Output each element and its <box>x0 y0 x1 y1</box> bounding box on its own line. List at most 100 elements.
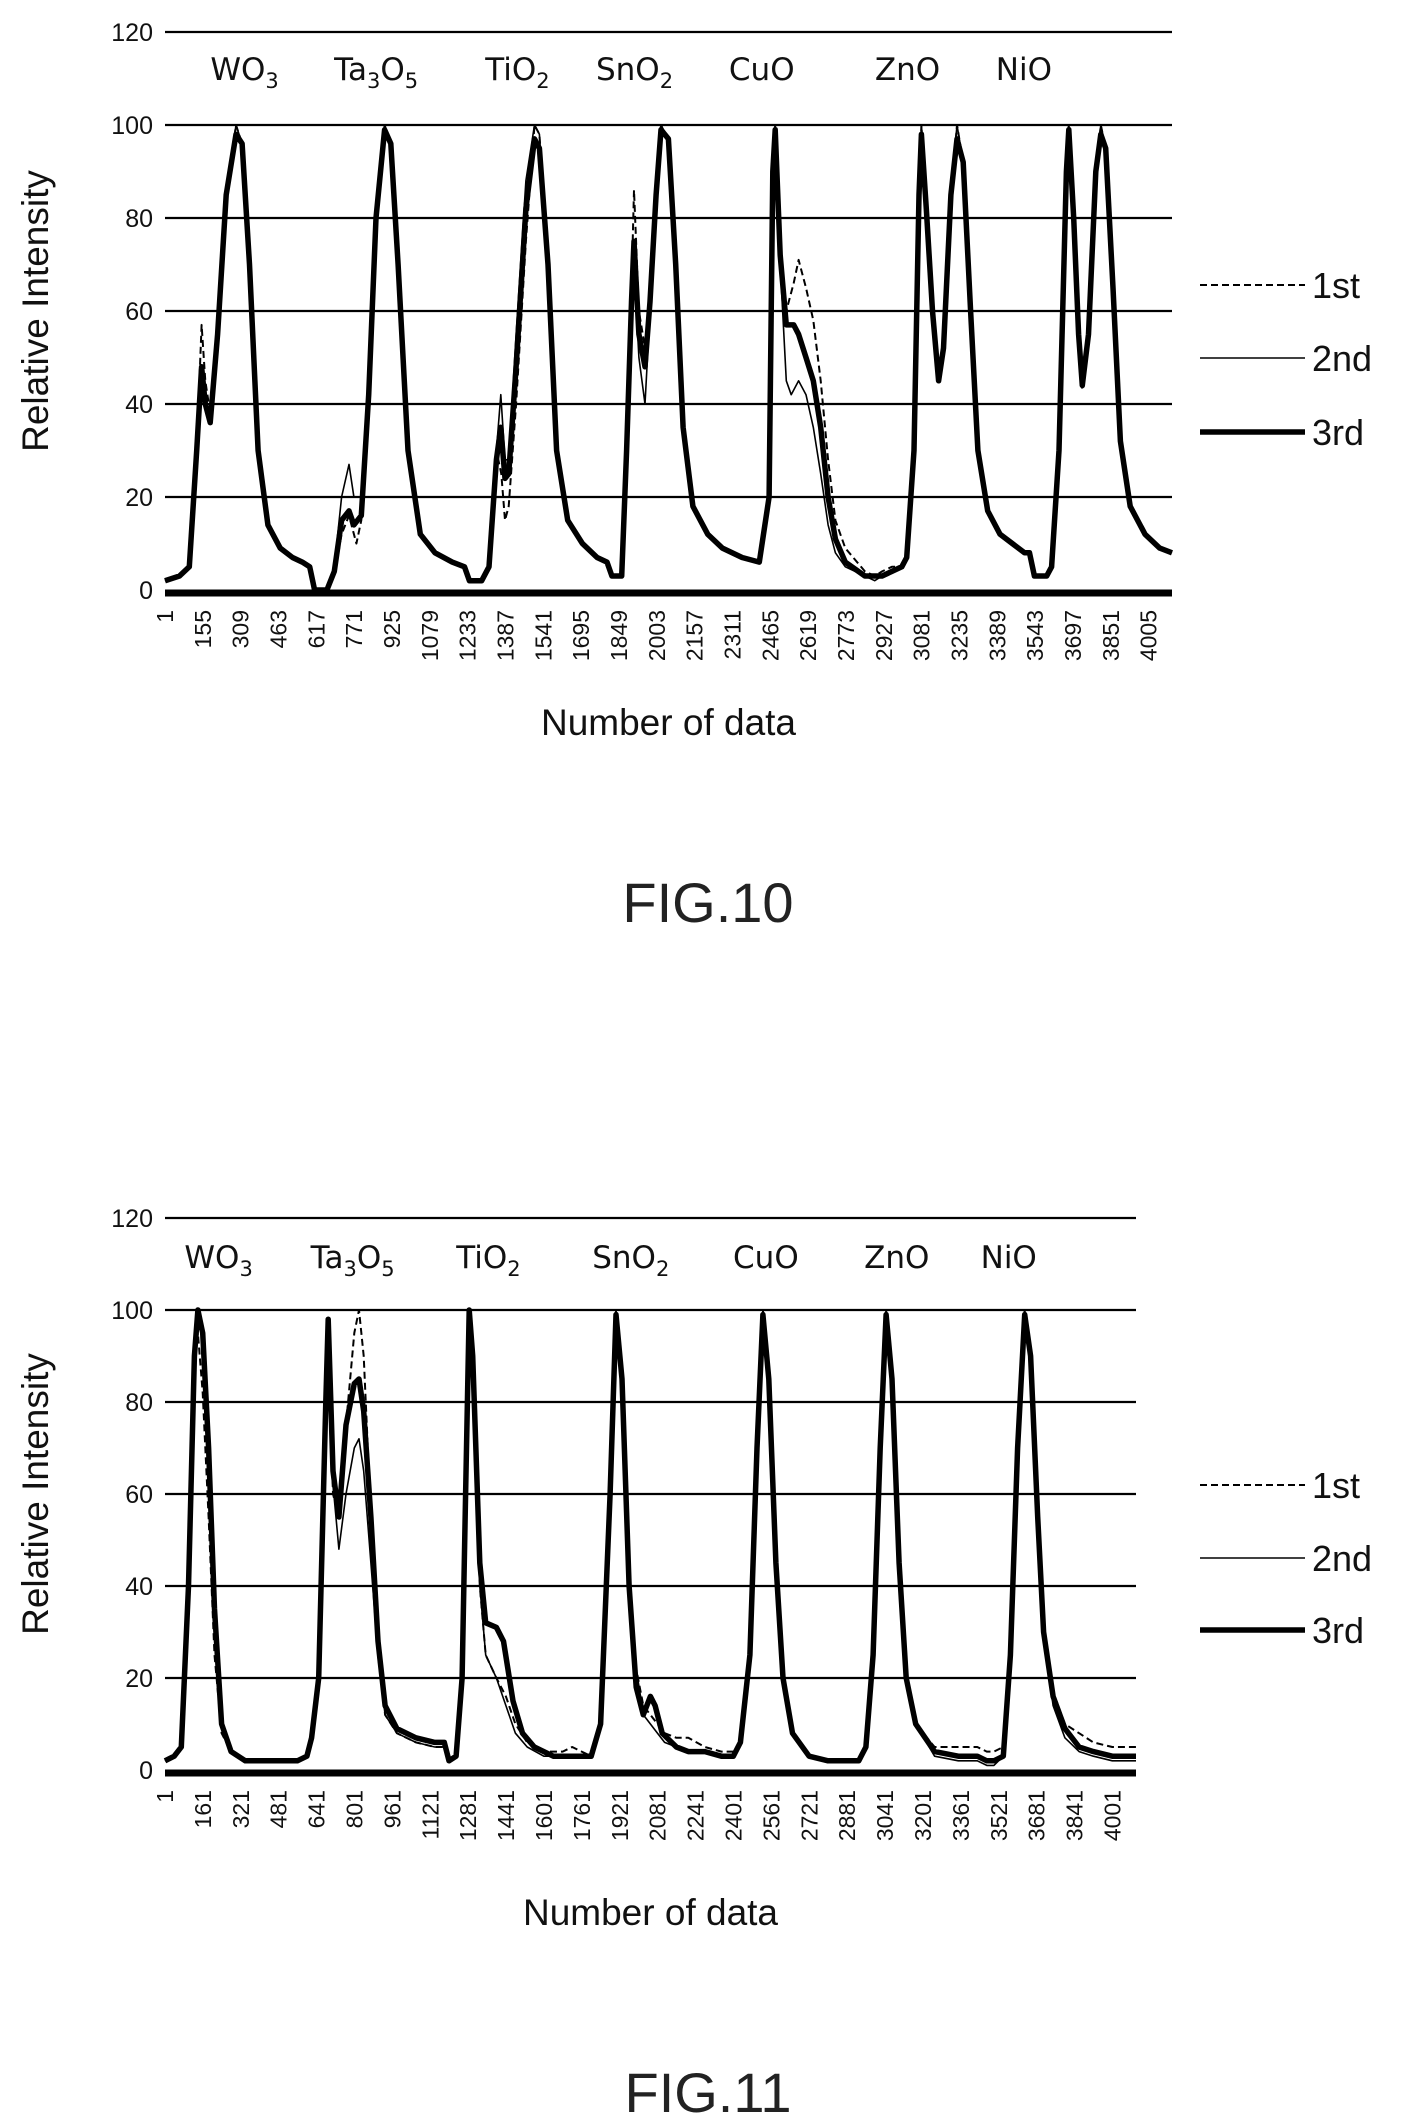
series-line-2nd <box>164 124 1173 591</box>
x-tick-label: 925 <box>379 610 405 648</box>
x-tick-label: 1441 <box>493 1790 519 1841</box>
material-text: WO <box>184 1240 239 1276</box>
material-subscript: 3 <box>343 1257 356 1281</box>
x-tick-label: 1695 <box>568 610 594 661</box>
x-tick-label: 2465 <box>757 610 783 661</box>
legend-label: 2nd <box>1312 338 1372 379</box>
material-subscript: 3 <box>239 1257 252 1281</box>
x-axis-title: Number of data <box>523 1892 778 1933</box>
x-tick-label: 309 <box>228 610 254 648</box>
x-tick-label: 3851 <box>1098 610 1124 661</box>
x-tick-label: 961 <box>379 1790 405 1828</box>
x-tick-label: 2619 <box>795 610 821 661</box>
x-tick-label: 2241 <box>683 1790 709 1841</box>
y-tick-label: 0 <box>139 1757 153 1785</box>
x-tick-label: 1541 <box>530 610 556 661</box>
material-label: TiO2 <box>484 52 549 93</box>
material-text: ZnO <box>864 1240 929 1276</box>
material-subscript: 2 <box>656 1257 669 1281</box>
material-text: TiO <box>484 52 536 88</box>
material-subscript: 2 <box>660 69 673 93</box>
x-tick-label: 3841 <box>1062 1790 1088 1841</box>
material-text: CuO <box>733 1240 799 1276</box>
x-tick-label: 1 <box>152 1790 178 1803</box>
y-tick-label: 60 <box>125 298 153 326</box>
material-subscript: 3 <box>367 69 380 93</box>
x-tick-label: 2927 <box>871 610 897 661</box>
material-label: WO3 <box>184 1240 252 1281</box>
x-tick-label: 1079 <box>417 610 443 661</box>
x-tick-label: 3681 <box>1024 1790 1050 1841</box>
x-tick-label: 321 <box>228 1790 254 1828</box>
x-tick-label: 3361 <box>948 1790 974 1841</box>
x-tick-label: 1281 <box>455 1790 481 1841</box>
material-text: O <box>357 1240 381 1276</box>
figure-10: 0 20 40 60 80 100 120 1 155 309 463 617 771 925 1079 12… <box>0 0 1416 1000</box>
x-tick-label: 3041 <box>872 1790 898 1841</box>
material-text: SnO <box>596 52 660 88</box>
x-tick-label: 481 <box>266 1790 292 1828</box>
y-tick-label: 120 <box>111 1205 153 1233</box>
x-tick-label: 3697 <box>1060 610 1086 661</box>
x-axis-title: Number of data <box>541 702 796 743</box>
x-tick-label: 1921 <box>607 1790 633 1841</box>
y-tick-label: 20 <box>125 1665 153 1693</box>
x-tick-label: 155 <box>190 610 216 648</box>
material-subscript: 5 <box>381 1257 394 1281</box>
legend-label: 1st <box>1312 1465 1360 1506</box>
material-label: SnO2 <box>592 1240 669 1281</box>
material-text: O <box>380 52 404 88</box>
material-label: Ta3O5 <box>333 52 418 93</box>
figure-caption: FIG.11 <box>624 2061 792 2124</box>
x-tick-label: 2773 <box>833 610 859 661</box>
x-tick-label: 3543 <box>1022 610 1048 661</box>
y-tick-label: 0 <box>139 577 153 605</box>
x-tick-label: 1601 <box>531 1790 557 1841</box>
x-tick-label: 2003 <box>644 610 670 661</box>
x-tick-label: 2157 <box>682 610 708 661</box>
material-text: TiO <box>455 1240 507 1276</box>
y-tick-label: 40 <box>125 1573 153 1601</box>
material-label: TiO2 <box>455 1240 520 1281</box>
x-tick-label: 463 <box>265 610 291 648</box>
material-text: CuO <box>729 52 795 88</box>
x-tick-label: 1121 <box>417 1790 443 1839</box>
x-tick-label: 1233 <box>455 610 481 661</box>
x-tick-label: 4001 <box>1100 1790 1126 1841</box>
legend-label: 3rd <box>1312 1610 1364 1651</box>
legend-label: 1st <box>1312 265 1360 306</box>
x-tick-label: 3521 <box>986 1790 1012 1841</box>
material-label: CuO <box>729 52 795 88</box>
material-label: ZnO <box>864 1240 929 1276</box>
x-tick-label: 4005 <box>1136 610 1162 661</box>
series-line-3rd <box>163 1307 1136 1764</box>
x-tick-label: 161 <box>190 1790 216 1828</box>
y-axis-title: Relative Intensity <box>15 170 56 452</box>
y-tick-label: 120 <box>111 19 153 47</box>
material-text: WO <box>210 52 265 88</box>
material-text: NiO <box>996 52 1052 88</box>
x-tick-label: 2311 <box>719 610 745 659</box>
x-tick-label: 2561 <box>758 1790 784 1841</box>
x-tick-label: 2081 <box>645 1790 671 1841</box>
material-text: Ta <box>310 1240 344 1276</box>
material-label: NiO <box>996 52 1052 88</box>
y-tick-label: 100 <box>111 112 153 140</box>
x-tick-label: 801 <box>342 1790 368 1828</box>
chart-fig11: 0 20 40 60 80 100 120 1 161 321 481 641 801 961 1121 12… <box>15 1205 1372 1933</box>
y-tick-label: 100 <box>111 1297 153 1325</box>
x-tick-label: 1 <box>152 610 178 623</box>
x-tick-label: 3389 <box>984 610 1010 661</box>
y-tick-label: 80 <box>125 205 153 233</box>
x-tick-label: 2401 <box>721 1790 747 1841</box>
material-text: NiO <box>981 1240 1037 1276</box>
material-label: Ta3O5 <box>310 1240 395 1281</box>
material-subscript: 2 <box>507 1257 520 1281</box>
x-tick-label: 2721 <box>796 1790 822 1841</box>
legend-label: 2nd <box>1312 1538 1372 1579</box>
material-text: SnO <box>592 1240 656 1276</box>
x-tick-label: 641 <box>304 1790 330 1828</box>
material-label: CuO <box>733 1240 799 1276</box>
material-label: WO3 <box>210 52 278 93</box>
figure-caption: FIG.10 <box>622 871 794 934</box>
